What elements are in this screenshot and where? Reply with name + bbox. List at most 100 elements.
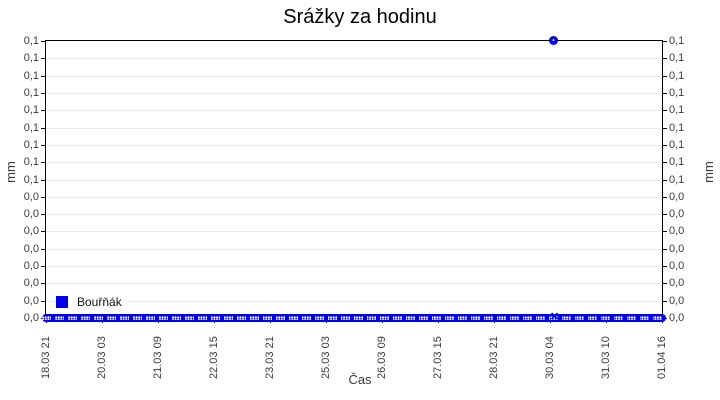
gridline xyxy=(46,93,662,94)
y-tick-label-right: 0,0 xyxy=(669,191,685,203)
legend: Bouřňák xyxy=(56,295,125,309)
y-tick-label-left: 0,0 xyxy=(23,225,39,237)
zero-value-series-band xyxy=(42,314,666,322)
y-tick-label-left: 0,1 xyxy=(23,35,39,47)
y-tick-label-left: 0,0 xyxy=(23,191,39,203)
x-tick-label: 21.03 09 xyxy=(152,336,164,379)
y-tick-mark-left xyxy=(41,162,45,163)
y-tick-label-left: 0,0 xyxy=(23,277,39,289)
x-axis-title: Čas xyxy=(348,372,372,387)
y-tick-mark-left xyxy=(41,41,45,42)
y-tick-mark-right xyxy=(663,197,667,198)
y-tick-mark-right xyxy=(663,41,667,42)
y-tick-label-right: 0,0 xyxy=(669,277,685,289)
y-tick-mark-left xyxy=(41,110,45,111)
x-tick-label: 23.03 21 xyxy=(264,336,276,379)
y-tick-mark-right xyxy=(663,283,667,284)
gridline xyxy=(46,162,662,163)
y-axis-unit-left: mm xyxy=(3,161,18,183)
y-tick-mark-left xyxy=(41,249,45,250)
gridline xyxy=(46,231,662,232)
x-tick-label: 22.03 15 xyxy=(208,336,220,379)
gridline xyxy=(46,110,662,111)
y-tick-label-right: 0,1 xyxy=(669,156,685,168)
y-tick-label-right: 0,1 xyxy=(669,35,685,47)
x-tick-label: 28.03 21 xyxy=(488,336,500,379)
gridline xyxy=(46,266,662,267)
y-tick-label-right: 0,1 xyxy=(669,174,685,186)
y-tick-label-right: 0,1 xyxy=(669,104,685,116)
y-tick-label-left: 0,1 xyxy=(23,156,39,168)
chart-title: Srážky za hodinu xyxy=(283,6,437,28)
y-tick-mark-left xyxy=(41,301,45,302)
y-tick-mark-left xyxy=(41,58,45,59)
y-tick-mark-left xyxy=(41,231,45,232)
outlier-point xyxy=(549,36,558,45)
x-tick-label: 18.03 21 xyxy=(40,336,52,379)
y-tick-label-left: 0,0 xyxy=(23,260,39,272)
y-tick-mark-right xyxy=(663,301,667,302)
y-tick-mark-right xyxy=(663,249,667,250)
y-tick-label-right: 0,0 xyxy=(669,295,685,307)
y-axis-unit-right: mm xyxy=(701,161,716,183)
x-tick-label: 01.04 16 xyxy=(656,336,668,379)
gridline xyxy=(46,76,662,77)
x-tick-label: 30.03 04 xyxy=(544,336,556,379)
y-tick-label-right: 0,1 xyxy=(669,122,685,134)
y-tick-label-left: 0,0 xyxy=(23,208,39,220)
plot-area: 0,1 0,1 0,1 0,1 0,1 0,1 0,1 0,1 0,1 0,1 0,1 0,1 0,1 0… xyxy=(24,35,685,379)
y-tick-label-right: 0,1 xyxy=(669,139,685,151)
y-tick-mark-left xyxy=(41,76,45,77)
y-tick-mark-left xyxy=(41,214,45,215)
y-tick-mark-right xyxy=(663,145,667,146)
y-tick-label-left: 0,1 xyxy=(23,70,39,82)
legend-swatch-icon xyxy=(56,296,68,308)
y-tick-mark-right xyxy=(663,110,667,111)
x-tick-label: 25.03 03 xyxy=(320,336,332,379)
y-tick-label-left: 0,1 xyxy=(23,139,39,151)
y-tick-mark-left xyxy=(41,180,45,181)
gridline xyxy=(46,58,662,59)
y-tick-label-left: 0,1 xyxy=(23,122,39,134)
y-tick-mark-right xyxy=(663,180,667,181)
y-tick-mark-left xyxy=(41,128,45,129)
gridline xyxy=(46,128,662,129)
y-tick-mark-left xyxy=(41,93,45,94)
gridline xyxy=(46,283,662,284)
legend-label: Bouřňák xyxy=(77,295,122,309)
y-tick-mark-right xyxy=(663,214,667,215)
y-tick-mark-left xyxy=(41,283,45,284)
y-tick-mark-right xyxy=(663,58,667,59)
y-tick-mark-right xyxy=(663,93,667,94)
y-tick-label-left: 0,1 xyxy=(23,52,39,64)
gridline xyxy=(46,214,662,215)
y-tick-label-left: 0,0 xyxy=(23,243,39,255)
y-tick-label-right: 0,1 xyxy=(669,52,685,64)
x-tick-label: 27.03 15 xyxy=(432,336,444,379)
gridline xyxy=(46,180,662,181)
y-tick-label-right: 0,0 xyxy=(669,260,685,272)
x-tick-label: 31.03 10 xyxy=(600,336,612,379)
y-tick-mark-right xyxy=(663,231,667,232)
y-tick-mark-right xyxy=(663,162,667,163)
y-tick-mark-left xyxy=(41,145,45,146)
series-spike-base-marker: ✕ xyxy=(550,311,560,323)
y-tick-label-right: 0,0 xyxy=(669,312,685,324)
y-tick-label-right: 0,0 xyxy=(669,225,685,237)
y-tick-label-left: 0,1 xyxy=(23,174,39,186)
y-tick-label-left: 0,1 xyxy=(23,87,39,99)
y-tick-label-left: 0,0 xyxy=(23,312,39,324)
y-tick-mark-right xyxy=(663,128,667,129)
gridline xyxy=(46,145,662,146)
x-tick-label: 26.03 09 xyxy=(376,336,388,379)
y-tick-label-left: 0,1 xyxy=(23,104,39,116)
gridline xyxy=(46,197,662,198)
y-tick-label-right: 0,0 xyxy=(669,208,685,220)
y-tick-label-left: 0,0 xyxy=(23,295,39,307)
gridline xyxy=(46,301,662,302)
y-tick-label-right: 0,1 xyxy=(669,87,685,99)
gridline xyxy=(46,249,662,250)
y-tick-mark-left xyxy=(41,197,45,198)
x-tick-label: 20.03 03 xyxy=(96,336,108,379)
